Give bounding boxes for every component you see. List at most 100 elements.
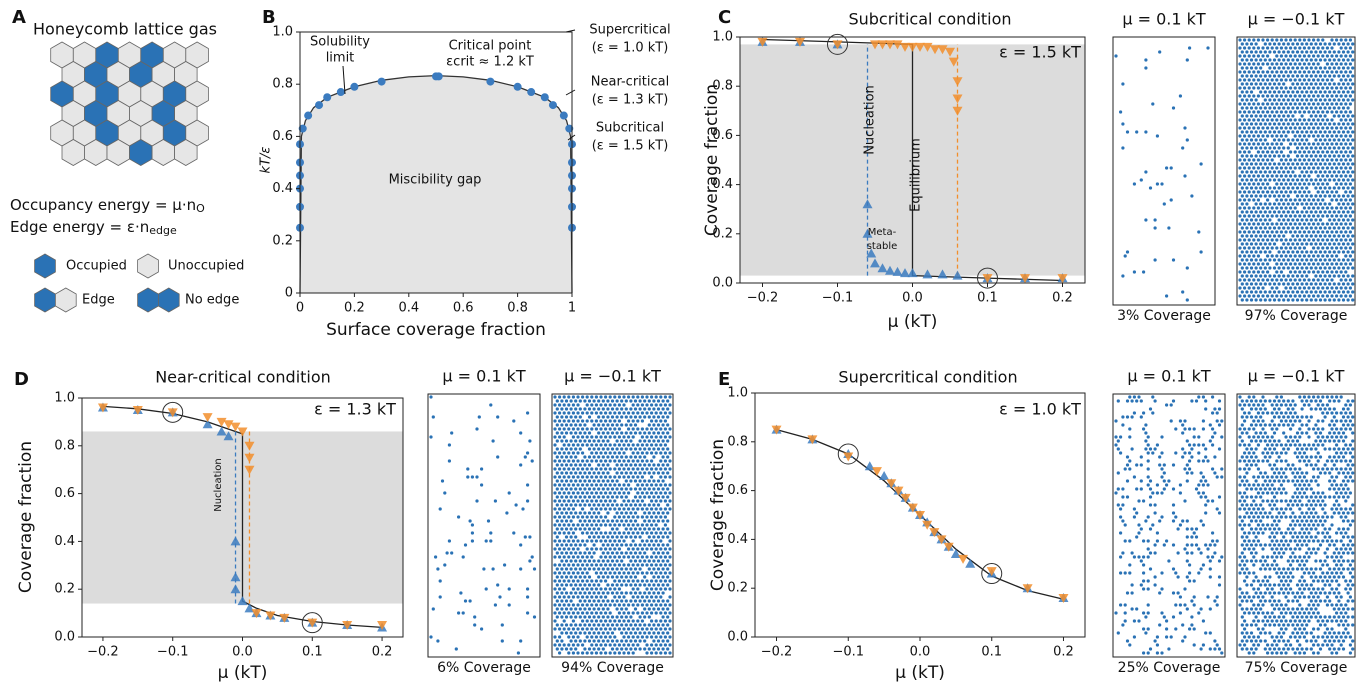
adsorbate	[1241, 543, 1244, 546]
adsorbate	[1314, 431, 1317, 434]
adsorbate	[1183, 126, 1186, 129]
adsorbate	[1271, 491, 1274, 494]
adsorbate	[480, 467, 483, 470]
adsorbate	[1280, 110, 1283, 113]
adsorbate	[563, 587, 566, 590]
adsorbate	[1252, 134, 1255, 137]
adsorbate	[1342, 266, 1345, 269]
adsorbate	[1126, 479, 1129, 482]
adsorbate	[1333, 186, 1336, 189]
adsorbate	[1128, 427, 1131, 430]
adsorbate	[1186, 298, 1189, 301]
adsorbate	[1271, 166, 1274, 169]
adsorbate	[1335, 222, 1338, 225]
adsorbate	[1333, 210, 1336, 213]
adsorbate	[593, 599, 596, 602]
adsorbate	[579, 423, 582, 426]
adsorbate	[620, 631, 623, 634]
data-point	[377, 621, 387, 630]
adsorbate	[1278, 138, 1281, 141]
adsorbate	[565, 551, 568, 554]
adsorbate	[1238, 523, 1241, 526]
adsorbate	[1271, 46, 1274, 49]
adsorbate	[574, 543, 577, 546]
adsorbate	[1255, 58, 1258, 61]
adsorbate	[1259, 66, 1262, 69]
adsorbate	[634, 431, 637, 434]
adsorbate	[1294, 278, 1297, 281]
x-tick-label: 0.1	[302, 645, 323, 660]
adsorbate	[567, 427, 570, 430]
adsorbate	[1264, 399, 1267, 402]
adsorbate	[634, 455, 637, 458]
adsorbate	[1202, 619, 1205, 622]
adsorbate	[599, 411, 602, 414]
adsorbate	[1147, 451, 1150, 454]
adsorbate	[593, 559, 596, 562]
adsorbate	[553, 475, 556, 478]
annotation-arrow	[566, 90, 575, 95]
adsorbate	[576, 523, 579, 526]
adsorbate	[664, 579, 667, 582]
adsorbate	[1314, 599, 1317, 602]
adsorbate	[1305, 503, 1308, 506]
adsorbate	[1273, 519, 1276, 522]
adsorbate	[1326, 571, 1329, 574]
adsorbate	[593, 647, 596, 650]
adsorbate	[1349, 166, 1352, 169]
adsorbate	[1213, 639, 1216, 642]
adsorbate	[1291, 130, 1294, 133]
adsorbate	[593, 535, 596, 538]
adsorbate	[1284, 38, 1287, 41]
adsorbate	[473, 623, 476, 626]
adsorbate	[553, 547, 556, 550]
adsorbate	[1238, 182, 1241, 185]
adsorbate	[659, 603, 662, 606]
adsorbate	[597, 471, 600, 474]
adsorbate	[1243, 54, 1246, 57]
adsorbate	[1121, 519, 1124, 522]
adsorbate	[668, 483, 671, 486]
adsorbate	[1282, 282, 1285, 285]
adsorbate	[595, 539, 598, 542]
adsorbate	[1282, 138, 1285, 141]
adsorbate	[558, 643, 561, 646]
adsorbate	[602, 607, 605, 610]
adsorbate	[1128, 395, 1131, 398]
adsorbate	[1296, 66, 1299, 69]
adsorbate	[590, 619, 593, 622]
adsorbate	[643, 527, 646, 530]
adsorbate	[1204, 479, 1207, 482]
adsorbate	[1303, 238, 1306, 241]
adsorbate	[1324, 234, 1327, 237]
adsorbate	[1301, 258, 1304, 261]
adsorbate	[583, 407, 586, 410]
adsorbate	[622, 451, 625, 454]
adsorbate	[618, 643, 621, 646]
adsorbate	[1301, 210, 1304, 213]
surface-snapshot	[553, 395, 671, 654]
adsorbate	[1344, 419, 1347, 422]
adsorbate	[560, 639, 563, 642]
adsorbate	[1349, 62, 1352, 65]
adsorbate	[1326, 294, 1329, 297]
adsorbate	[636, 555, 639, 558]
adsorbate	[652, 551, 655, 554]
adsorbate	[629, 583, 632, 586]
adsorbate	[1303, 579, 1306, 582]
adsorbate	[1266, 158, 1269, 161]
adsorbate	[611, 495, 614, 498]
adsorbate	[1335, 547, 1338, 550]
adsorbate	[1204, 495, 1207, 498]
adsorbate	[1197, 571, 1200, 574]
adsorbate	[641, 571, 644, 574]
adsorbate	[563, 395, 566, 398]
adsorbate	[1147, 611, 1150, 614]
adsorbate	[563, 507, 566, 510]
adsorbate	[616, 447, 619, 450]
adsorbate	[1259, 202, 1262, 205]
adsorbate	[650, 635, 653, 638]
adsorbate	[1298, 395, 1301, 398]
adsorbate	[1280, 214, 1283, 217]
adsorbate	[1340, 182, 1343, 185]
